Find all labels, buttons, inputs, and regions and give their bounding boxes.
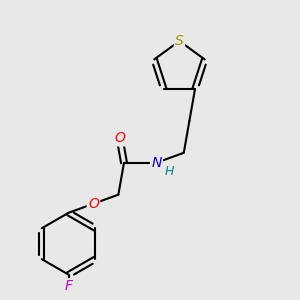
Text: S: S <box>175 34 184 48</box>
Text: O: O <box>114 131 125 145</box>
Text: F: F <box>64 279 73 293</box>
Text: H: H <box>165 165 174 178</box>
Text: N: N <box>151 156 162 170</box>
Text: O: O <box>88 197 99 211</box>
